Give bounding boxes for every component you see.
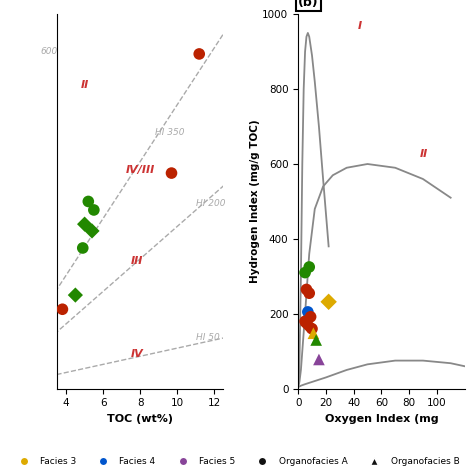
- Point: [304, 321, 311, 329]
- Point: [90, 206, 98, 214]
- Point: [303, 286, 310, 293]
- Text: I: I: [358, 21, 362, 31]
- X-axis label: Oxygen Index (mg: Oxygen Index (mg: [325, 414, 438, 424]
- Point: [325, 298, 332, 306]
- Point: [301, 318, 309, 325]
- Point: [195, 50, 203, 58]
- Point: [310, 329, 317, 337]
- Legend: Facies 3, Facies 4, Facies 5, Organofacies A, Organofacies B: Facies 3, Facies 4, Facies 5, Organofaci…: [11, 453, 463, 469]
- Point: [304, 308, 311, 316]
- Text: II: II: [81, 80, 89, 90]
- Point: [308, 325, 316, 333]
- Point: [88, 227, 96, 235]
- Point: [84, 198, 92, 205]
- Point: [315, 356, 323, 363]
- Point: [168, 169, 175, 177]
- Text: (b): (b): [298, 0, 319, 9]
- Y-axis label: Hydrogen Index (mg/g TOC): Hydrogen Index (mg/g TOC): [249, 119, 259, 283]
- Text: HI 350: HI 350: [155, 128, 184, 137]
- Text: HI 200: HI 200: [196, 199, 225, 208]
- Point: [81, 220, 89, 228]
- Point: [305, 263, 313, 271]
- Text: II: II: [420, 148, 428, 158]
- Point: [72, 291, 79, 299]
- Text: HI 50: HI 50: [196, 333, 219, 342]
- Point: [307, 313, 314, 320]
- X-axis label: TOC (wt%): TOC (wt%): [107, 414, 173, 424]
- Point: [59, 305, 66, 313]
- Text: IV/III: IV/III: [125, 165, 155, 175]
- Text: IV: IV: [131, 349, 144, 359]
- Text: 600: 600: [41, 47, 58, 56]
- Point: [305, 290, 313, 297]
- Point: [312, 336, 320, 344]
- Point: [79, 244, 87, 252]
- Point: [301, 269, 309, 276]
- Text: III: III: [131, 256, 143, 266]
